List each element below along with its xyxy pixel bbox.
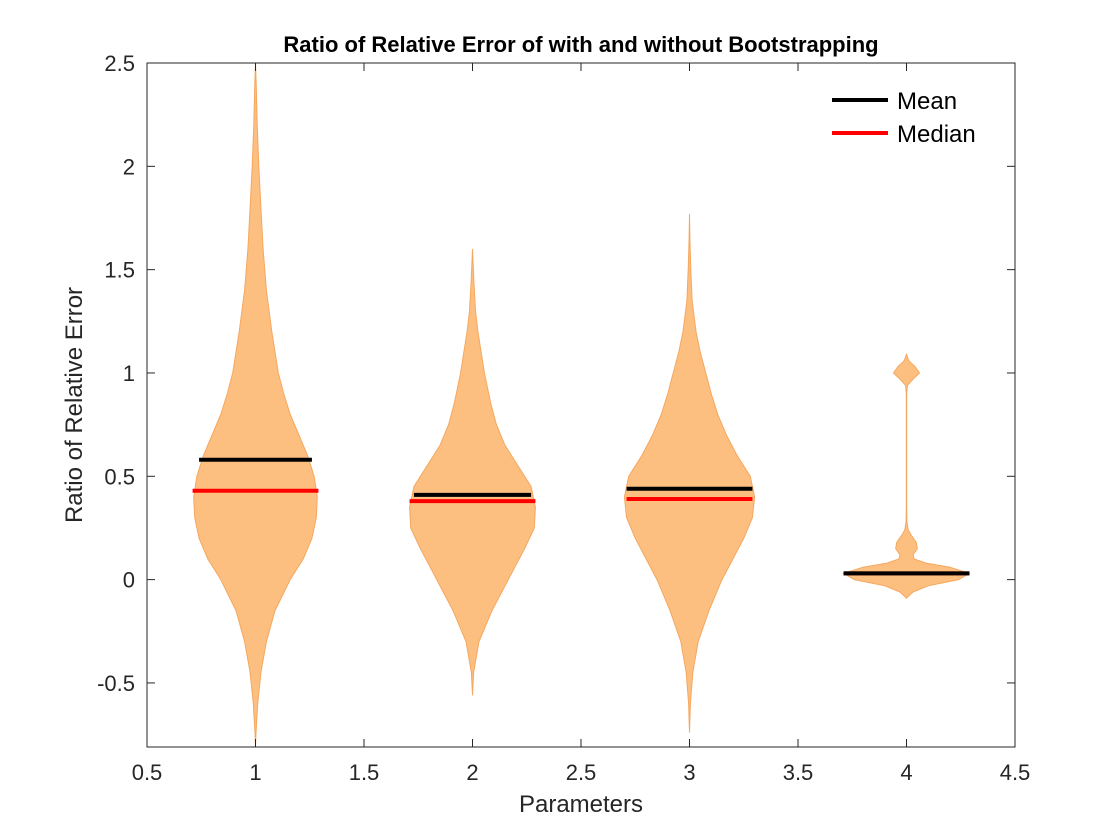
x-tick-label: 3 bbox=[683, 760, 695, 785]
violin-3 bbox=[623, 213, 756, 733]
x-tick-label: 4 bbox=[900, 760, 912, 785]
y-axis-label: Ratio of Relative Error bbox=[61, 287, 88, 523]
violin-2 bbox=[409, 248, 536, 696]
x-tick-label: 3.5 bbox=[783, 760, 814, 785]
x-tick-label: 1 bbox=[249, 760, 261, 785]
y-tick-label: 2.5 bbox=[104, 51, 135, 76]
x-tick-label: 1.5 bbox=[349, 760, 380, 785]
y-tick-label: 0 bbox=[123, 568, 135, 593]
x-tick-label: 0.5 bbox=[132, 760, 163, 785]
ticks-layer: 0.5 1 1.5 2 2.5 3 3.5 4 4.5 -0.5 0 0.5 1 1.5 2 2.5 bbox=[97, 51, 1030, 785]
stat-lines-layer bbox=[192, 457, 970, 576]
x-tick-label: 2 bbox=[466, 760, 478, 785]
legend-mean-label: Mean bbox=[897, 88, 957, 115]
y-tick-label: -0.5 bbox=[97, 671, 135, 696]
plot-area bbox=[147, 63, 1015, 747]
x-tick-label: 4.5 bbox=[1000, 760, 1031, 785]
y-tick-label: 1.5 bbox=[104, 258, 135, 283]
x-tick-label: 2.5 bbox=[566, 760, 597, 785]
legend: Mean Median bbox=[832, 88, 976, 148]
y-tick-label: 2 bbox=[123, 154, 135, 179]
x-axis-label: Parameters bbox=[519, 791, 643, 818]
violin-4 bbox=[842, 352, 971, 599]
violins-layer bbox=[193, 62, 971, 748]
y-tick-label: 1 bbox=[123, 361, 135, 386]
chart-title: Ratio of Relative Error of with and with… bbox=[283, 32, 878, 57]
legend-median-label: Median bbox=[897, 121, 976, 148]
y-tick-label: 0.5 bbox=[104, 464, 135, 489]
